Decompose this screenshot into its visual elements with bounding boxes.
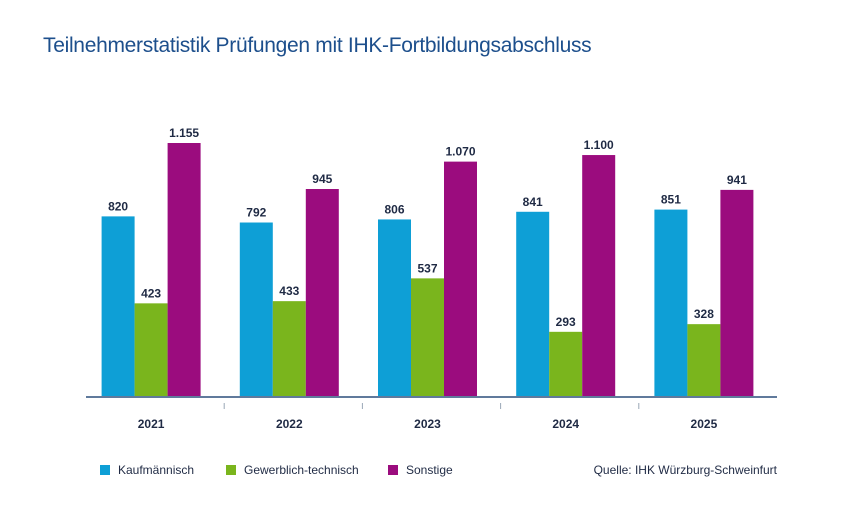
data-label-2023-2: 1.070	[445, 145, 475, 159]
data-label-2024-0: 841	[523, 195, 543, 209]
bar-2021-2	[167, 143, 201, 396]
data-label-2021-0: 820	[108, 199, 128, 213]
data-label-2023-1: 537	[417, 261, 437, 275]
data-label-2024-2: 1.100	[584, 138, 614, 152]
x-tick-label-2023: 2023	[414, 417, 441, 431]
data-label-2022-1: 433	[279, 284, 299, 298]
data-label-2022-2: 945	[312, 172, 332, 186]
data-label-2025-2: 941	[727, 173, 747, 187]
data-label-2022-0: 792	[246, 206, 266, 220]
bar-2023-1	[411, 278, 444, 396]
bar-2023-2	[444, 161, 477, 396]
data-label-2024-1: 293	[556, 315, 576, 329]
data-label-2025-1: 328	[694, 307, 714, 321]
bar-2022-2	[305, 189, 339, 396]
data-label-2021-1: 423	[141, 286, 161, 300]
x-tick-label-2025: 2025	[691, 417, 718, 431]
x-tick-label-2021: 2021	[138, 417, 165, 431]
legend-swatch-gewerblich-technisch	[226, 465, 236, 475]
bar-2021-0	[101, 216, 135, 396]
bar-2024-2	[582, 155, 616, 396]
bar-2024-0	[516, 211, 550, 396]
x-tick-label-2022: 2022	[276, 417, 303, 431]
chart-title: Teilnehmerstatistik Prüfungen mit IHK-Fo…	[43, 34, 592, 57]
bar-2022-1	[272, 301, 306, 396]
data-label-2023-0: 806	[384, 202, 404, 216]
legend-label-sonstige: Sonstige	[406, 463, 453, 477]
legend-item-kaufmaennisch: Kaufmännisch	[100, 463, 194, 477]
data-label-2021-2: 1.155	[169, 126, 199, 140]
bar-2025-2	[720, 189, 754, 396]
bar-2023-0	[378, 219, 411, 396]
legend-item-sonstige: Sonstige	[388, 463, 453, 477]
bar-2024-1	[549, 331, 583, 396]
bar-2022-0	[239, 222, 273, 396]
bar-2025-0	[654, 209, 688, 396]
legend-swatch-kaufmaennisch	[100, 465, 110, 475]
data-label-2025-0: 851	[661, 193, 681, 207]
x-tick-label-2024: 2024	[552, 417, 579, 431]
legend-item-gewerblich-technisch: Gewerblich-technisch	[226, 463, 359, 477]
bar-2021-1	[134, 303, 168, 396]
source-note: Quelle: IHK Würzburg-Schweinfurt	[593, 463, 777, 477]
bar-2025-1	[687, 324, 721, 396]
legend-swatch-sonstige	[388, 465, 398, 475]
legend-label-kaufmaennisch: Kaufmännisch	[118, 463, 195, 477]
legend-label-gewerblich-technisch: Gewerblich-technisch	[244, 463, 359, 477]
